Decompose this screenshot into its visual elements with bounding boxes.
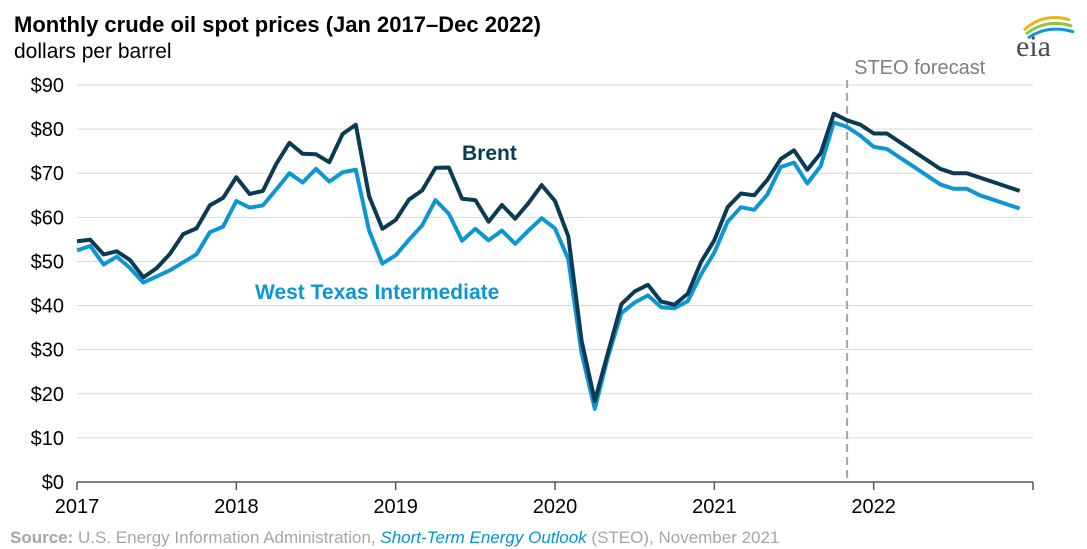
- x-tick-label: 2020: [533, 496, 578, 518]
- x-tick-label: 2021: [692, 496, 737, 518]
- chart-subtitle: dollars per barrel: [14, 40, 172, 63]
- series-label-brent: Brent: [462, 142, 517, 165]
- x-tick-label: 2022: [851, 496, 896, 518]
- y-tick-label: $0: [42, 472, 64, 494]
- y-tick-label: $10: [31, 428, 64, 450]
- forecast-label: STEO forecast: [854, 57, 986, 79]
- series-line-brent: [76, 111, 1021, 403]
- steo-link[interactable]: Short-Term Energy Outlook: [380, 528, 587, 547]
- x-axis-ticks: 2017 2018 2019 2020 2021 2022: [55, 482, 1034, 518]
- grid-lines: [77, 84, 1033, 483]
- y-tick-label: $50: [31, 251, 64, 273]
- series-line-west-texas-intermediate: [76, 120, 1021, 411]
- y-tick-label: $90: [31, 75, 64, 97]
- y-tick-label: $30: [31, 340, 64, 362]
- y-tick-label: $70: [31, 163, 64, 185]
- y-tick-label: $60: [31, 207, 64, 229]
- y-axis-ticks: $0 $10 $20 $30 $40 $50 $60 $70 $80 $90: [31, 75, 64, 494]
- series-label-wti: West Texas Intermediate: [255, 281, 499, 304]
- series-lines: [76, 111, 1021, 411]
- y-tick-label: $80: [31, 119, 64, 141]
- source-text-2: (STEO), November 2021: [586, 528, 780, 547]
- y-tick-label: $20: [31, 384, 64, 406]
- x-tick-label: 2018: [214, 496, 259, 518]
- source-text-1: U.S. Energy Information Administration,: [73, 528, 381, 547]
- source-note: Source: U.S. Energy Information Administ…: [10, 528, 779, 548]
- x-tick-label: 2019: [373, 496, 418, 518]
- y-tick-label: $40: [31, 296, 64, 318]
- x-tick-label: 2017: [55, 496, 100, 518]
- source-label: Source:: [10, 528, 74, 547]
- chart-title: Monthly crude oil spot prices (Jan 2017–…: [14, 12, 541, 37]
- eia-logo-icon: [1022, 16, 1075, 40]
- eia-logo-text: eia: [1016, 30, 1051, 63]
